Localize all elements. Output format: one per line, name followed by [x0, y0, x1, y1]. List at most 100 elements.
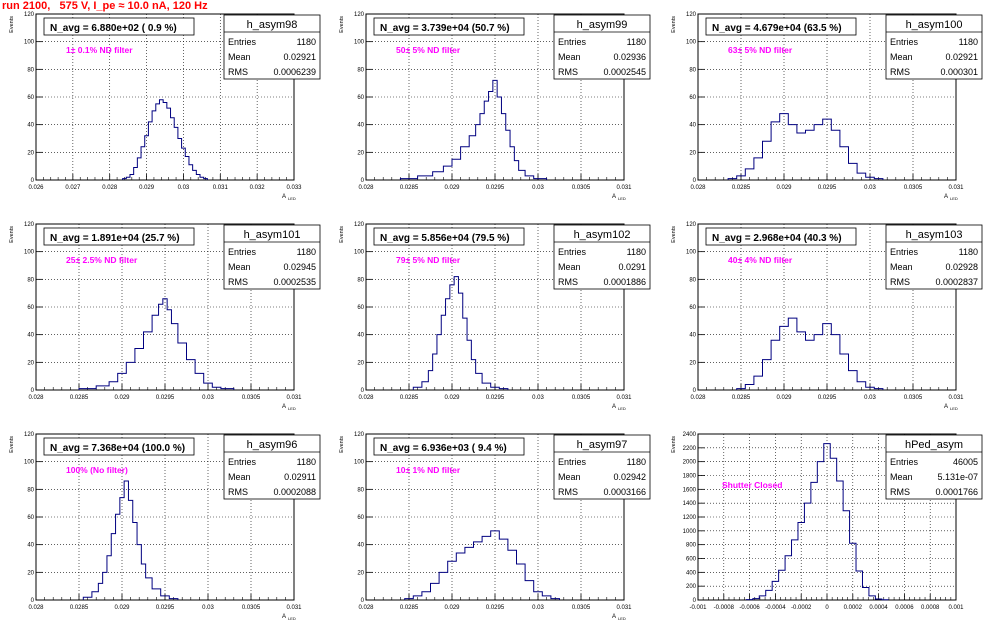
- y-tick-label: 1000: [683, 529, 697, 535]
- stats-entries-value: 46005: [953, 457, 978, 467]
- x-axis-label: A: [612, 194, 616, 200]
- x-tick-label: 0.001: [948, 605, 964, 611]
- stats-mean-label: Mean: [890, 52, 913, 62]
- y-axis-label: Events: [9, 16, 15, 33]
- y-tick-label: 20: [689, 360, 696, 366]
- y-tick-label: 0: [693, 178, 697, 184]
- x-tick-label: -0.0008: [714, 605, 735, 611]
- stats-entries-label: Entries: [228, 37, 257, 47]
- filter-annotation: 40± 4% ND filter: [728, 255, 793, 265]
- y-tick-label: 100: [354, 40, 365, 46]
- stats-entries-value: 1180: [297, 247, 316, 257]
- y-tick-label: 40: [27, 543, 34, 549]
- x-tick-label: 0.031: [213, 185, 229, 191]
- stats-entries-label: Entries: [228, 457, 257, 467]
- histogram-title: N_avg = 4.679e+04 (63.5 %): [712, 23, 842, 34]
- stats-box: [885, 14, 983, 80]
- stats-rms-value: 0.0002837: [935, 277, 978, 287]
- y-tick-label: 400: [686, 570, 697, 576]
- stats-rms-value: 0.0006239: [273, 67, 316, 77]
- y-tick-label: 120: [686, 222, 697, 228]
- x-axis-label-sub: LED: [618, 616, 626, 621]
- x-axis-label-sub: LED: [950, 196, 958, 201]
- x-tick-label: 0.0305: [572, 185, 591, 191]
- y-tick-label: 80: [27, 277, 34, 283]
- stats-box: [223, 224, 321, 290]
- x-tick-label: 0.0295: [156, 605, 175, 611]
- x-tick-label: 0.0285: [70, 605, 89, 611]
- stats-entries-label: Entries: [890, 457, 919, 467]
- stats-histogram-name: h_asym103: [906, 229, 963, 241]
- x-tick-label: 0.03: [202, 605, 214, 611]
- y-tick-label: 1600: [683, 487, 697, 493]
- x-tick-label: 0.0305: [904, 395, 923, 401]
- x-tick-label: 0.0295: [818, 395, 837, 401]
- x-tick-label: 0.03: [202, 395, 214, 401]
- y-tick-label: 100: [24, 460, 35, 466]
- stats-mean-value: 0.02945: [283, 262, 316, 272]
- histogram-title: N_avg = 7.368e+04 (100.0 %): [50, 443, 185, 454]
- x-tick-label: 0.0285: [732, 185, 751, 191]
- title-box: [373, 227, 525, 246]
- y-tick-label: 80: [357, 487, 364, 493]
- x-tick-label: -0.001: [689, 605, 707, 611]
- x-tick-label: 0.0295: [156, 395, 175, 401]
- x-tick-label: 0.0002: [844, 605, 863, 611]
- y-tick-label: 120: [354, 12, 365, 18]
- stats-mean-label: Mean: [228, 472, 251, 482]
- x-axis-label-sub: LED: [288, 406, 296, 411]
- histogram-panel-h_asym103: 0.028 0.0285 0.029 0.0295 0.03 0.0305 0.031 0 20…: [671, 222, 983, 411]
- histogram-title: N_avg = 6.936e+03 ( 9.4 %): [380, 443, 507, 454]
- y-tick-label: 80: [357, 67, 364, 73]
- stats-box: [553, 224, 651, 290]
- stats-rms-value: 0.0001886: [603, 277, 646, 287]
- x-tick-label: 0.032: [250, 185, 266, 191]
- y-tick-label: 60: [27, 515, 34, 521]
- stats-mean-value: 0.02921: [945, 52, 978, 62]
- y-axis-label: Events: [339, 436, 345, 453]
- histogram-series: [78, 298, 235, 390]
- stats-histogram-name: h_asym96: [247, 439, 298, 451]
- stats-box: [553, 14, 651, 80]
- y-tick-label: 0: [693, 598, 697, 604]
- histogram-panel-h_asym98: 0.026 0.027 0.028 0.029 0.03 0.031 0.032 0.033 0…: [9, 12, 321, 201]
- x-tick-label: 0.031: [948, 185, 964, 191]
- y-tick-label: 0: [31, 598, 35, 604]
- stats-entries-value: 1180: [627, 247, 646, 257]
- y-tick-label: 20: [27, 570, 34, 576]
- y-tick-label: 120: [24, 12, 35, 18]
- stats-mean-value: 0.02921: [283, 52, 316, 62]
- x-axis-label-sub: LED: [288, 616, 296, 621]
- x-tick-label: 0.03: [864, 185, 876, 191]
- filter-annotation: 100% (No filter): [66, 465, 128, 475]
- y-tick-label: 80: [689, 277, 696, 283]
- stats-box: [553, 434, 651, 500]
- x-tick-label: 0.031: [616, 395, 632, 401]
- x-tick-label: 0.028: [358, 395, 374, 401]
- y-tick-label: 60: [357, 305, 364, 311]
- stats-entries-value: 1180: [297, 37, 316, 47]
- x-axis-label: A: [944, 194, 948, 200]
- x-axis-label-sub: LED: [950, 406, 958, 411]
- x-tick-label: 0.0285: [400, 185, 419, 191]
- x-tick-label: 0.029: [114, 605, 130, 611]
- stats-rms-label: RMS: [228, 67, 248, 77]
- histogram-panel-h_asym102: 0.028 0.0285 0.029 0.0295 0.03 0.0305 0.031 0 20…: [339, 222, 651, 411]
- y-tick-label: 20: [357, 360, 364, 366]
- x-tick-label: 0.0305: [572, 395, 591, 401]
- y-tick-label: 0: [361, 598, 365, 604]
- x-tick-label: 0.029: [776, 185, 792, 191]
- histogram-title: N_avg = 1.891e+04 (25.7 %): [50, 233, 180, 244]
- x-tick-label: 0.029: [139, 185, 155, 191]
- x-tick-label: 0.0008: [921, 605, 940, 611]
- x-tick-label: 0.03: [532, 395, 544, 401]
- stats-entries-value: 1180: [627, 37, 646, 47]
- stats-rms-value: 0.000301: [940, 67, 978, 77]
- y-tick-label: 200: [686, 584, 697, 590]
- stats-mean-value: 0.02911: [284, 472, 316, 482]
- stats-rms-value: 0.0002545: [603, 67, 646, 77]
- x-tick-label: 0.0006: [895, 605, 914, 611]
- x-tick-label: 0.0305: [572, 605, 591, 611]
- histogram-series: [82, 480, 179, 600]
